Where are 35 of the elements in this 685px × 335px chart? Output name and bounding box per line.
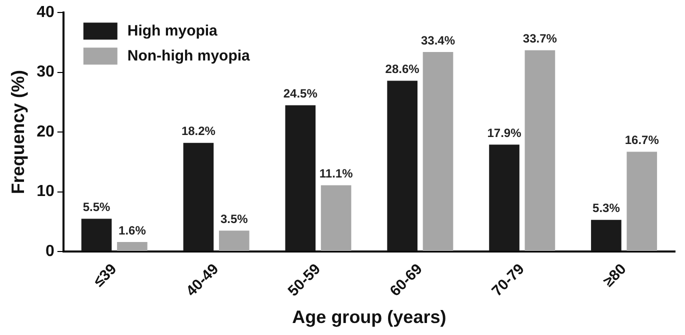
data-label: 16.7%	[624, 133, 660, 148]
bar	[183, 142, 214, 252]
y-tick-label: 0	[45, 242, 54, 260]
data-label: 11.1%	[319, 166, 354, 181]
data-label: 5.3%	[592, 201, 620, 216]
y-tick-label: 40	[36, 4, 54, 22]
y-axis-title: Frequency (%)	[8, 70, 28, 194]
data-label: 33.4%	[420, 33, 456, 48]
x-tick-label: ≥80	[600, 260, 630, 290]
data-label: 17.9%	[487, 126, 522, 140]
data-label: 1.6%	[118, 223, 146, 238]
y-tick-label: 20	[36, 123, 54, 140]
bar	[117, 242, 148, 252]
data-label: 5.5%	[82, 200, 111, 214]
bar	[218, 230, 250, 252]
x-axis-title: Age group (years)	[292, 307, 446, 328]
data-label: 28.6%	[385, 62, 420, 76]
data-label: 24.5%	[283, 86, 318, 101]
bar	[285, 105, 316, 252]
bar	[524, 50, 556, 252]
bar	[387, 80, 418, 252]
data-label: 3.5%	[220, 212, 248, 226]
y-tick-label: 30	[36, 64, 54, 81]
data-label: 18.2%	[181, 124, 216, 138]
bar	[422, 52, 454, 252]
data-label: 33.7%	[522, 32, 558, 46]
bar	[489, 144, 520, 252]
bar	[81, 218, 112, 252]
legend-label: High myopia	[127, 22, 218, 40]
bar	[626, 152, 658, 252]
legend-label: Non-high myopia	[127, 48, 251, 65]
bar	[591, 220, 622, 252]
y-tick-label: 10	[36, 183, 54, 200]
bar	[320, 185, 352, 252]
x-tick-label: ≤39	[90, 260, 120, 290]
